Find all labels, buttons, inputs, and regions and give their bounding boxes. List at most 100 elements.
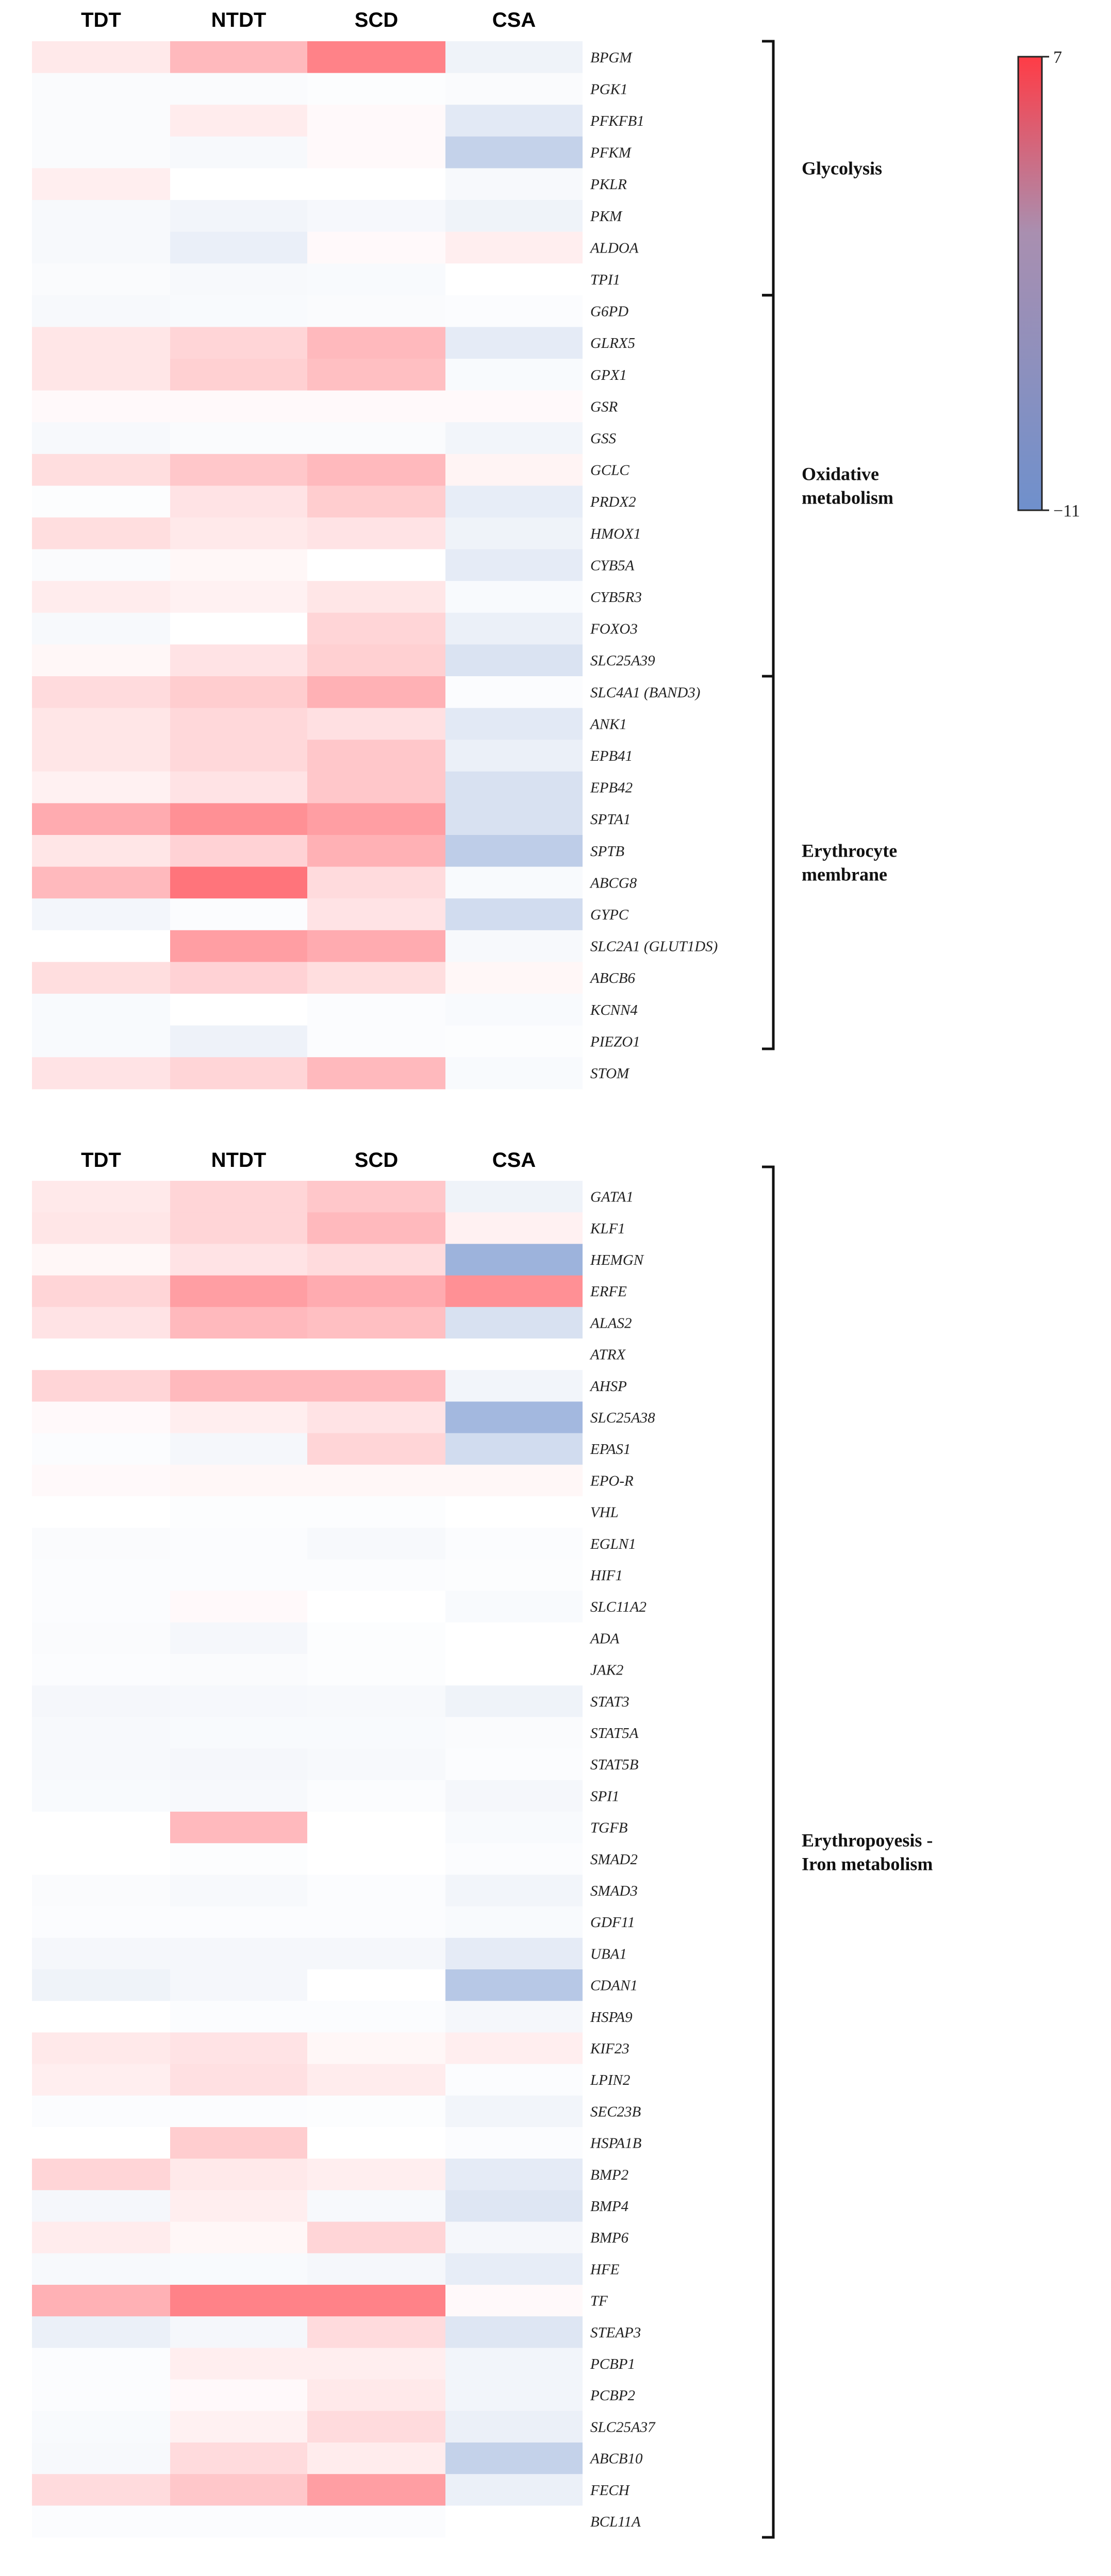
heatmap-cell xyxy=(170,1622,307,1654)
heatmap-cell xyxy=(170,1780,307,1812)
heatmap-cell xyxy=(307,898,445,931)
heatmap-cell xyxy=(445,2064,583,2096)
heatmap-cell xyxy=(32,2095,170,2128)
heatmap-cell xyxy=(170,2253,307,2285)
heatmap-cell xyxy=(445,1685,583,1717)
heatmap-cell xyxy=(307,866,445,899)
heatmap-cell xyxy=(170,105,307,137)
heatmap-cell xyxy=(445,2379,583,2412)
heatmap-cell xyxy=(32,771,170,804)
heatmap-cell xyxy=(307,1433,445,1465)
heatmap-cell xyxy=(307,2001,445,2033)
gene-label: HSPA9 xyxy=(590,2009,633,2026)
legend-colorbar xyxy=(1017,56,1043,511)
gene-label: STAT5B xyxy=(590,1757,639,1773)
heatmap-cell xyxy=(170,1812,307,1844)
column-header-csa: CSA xyxy=(492,9,536,31)
heatmap-cell xyxy=(170,930,307,962)
heatmap-cell xyxy=(170,390,307,423)
heatmap-cell xyxy=(32,2221,170,2254)
heatmap-cell xyxy=(307,994,445,1026)
heatmap-cell xyxy=(32,327,170,359)
heatmap-cell xyxy=(170,2221,307,2254)
heatmap-cell xyxy=(307,1622,445,1654)
heatmap-cell xyxy=(32,1685,170,1717)
heatmap-cell xyxy=(445,676,583,709)
heatmap-cell xyxy=(445,1559,583,1592)
heatmap-cell xyxy=(445,1275,583,1308)
gene-label: GSR xyxy=(590,398,618,415)
group-label: Iron metabolism xyxy=(802,1854,933,1875)
gene-label: GYPC xyxy=(590,907,629,923)
heatmap-cell xyxy=(445,263,583,296)
heatmap-cell xyxy=(170,1464,307,1497)
heatmap-cell xyxy=(32,676,170,709)
heatmap-cell xyxy=(445,866,583,899)
heatmap-cell xyxy=(445,486,583,518)
heatmap-cell xyxy=(445,1843,583,1875)
heatmap-cell xyxy=(32,1780,170,1812)
heatmap-cell xyxy=(307,2095,445,2128)
heatmap-cell xyxy=(170,2316,307,2348)
heatmap-cell xyxy=(445,1622,583,1654)
heatmap-cell xyxy=(32,2474,170,2506)
gene-label: PKLR xyxy=(590,176,627,193)
heatmap-cell xyxy=(32,612,170,645)
gene-label: BMP4 xyxy=(590,2198,628,2215)
heatmap-cell xyxy=(445,898,583,931)
heatmap-cell xyxy=(307,2127,445,2159)
heatmap-cell xyxy=(307,73,445,105)
heatmap-cell xyxy=(445,1748,583,1781)
heatmap-cell xyxy=(170,1685,307,1717)
heatmap-cell xyxy=(170,1275,307,1308)
group-bracket xyxy=(762,675,775,1050)
heatmap-cell xyxy=(32,517,170,550)
heatmap-cell xyxy=(445,231,583,264)
gene-label: PCBP2 xyxy=(590,2387,635,2404)
heatmap-cell xyxy=(170,41,307,74)
heatmap-cell xyxy=(445,2285,583,2317)
gene-label: VHL xyxy=(590,1504,619,1521)
gene-label: SLC25A39 xyxy=(590,653,655,669)
gene-label: PFKM xyxy=(590,145,632,161)
heatmap-cell xyxy=(445,1496,583,1528)
heatmap-cell xyxy=(32,1906,170,1938)
heatmap-cell xyxy=(307,263,445,296)
heatmap-cell xyxy=(445,1025,583,1058)
heatmap-cell xyxy=(170,2285,307,2317)
heatmap-cell xyxy=(32,994,170,1026)
gene-label: SLC25A37 xyxy=(590,2419,656,2435)
heatmap-cell xyxy=(170,1843,307,1875)
gene-label: GCLC xyxy=(590,462,629,479)
heatmap-cell xyxy=(170,898,307,931)
heatmap-cell xyxy=(307,1212,445,1244)
heatmap-cell xyxy=(170,994,307,1026)
heatmap-cell xyxy=(307,105,445,137)
heatmap-cell xyxy=(32,1433,170,1465)
heatmap-cell xyxy=(445,1875,583,1907)
gene-label: PRDX2 xyxy=(590,494,636,510)
heatmap-cell xyxy=(170,1057,307,1090)
heatmap-cell xyxy=(307,1275,445,1308)
heatmap-cell xyxy=(445,835,583,867)
heatmap-cell xyxy=(170,1748,307,1781)
heatmap-cell xyxy=(307,2285,445,2317)
heatmap-cell xyxy=(307,2159,445,2190)
gene-label: CDAN1 xyxy=(590,1978,638,1994)
gene-label: GPX1 xyxy=(590,367,627,383)
heatmap-cell xyxy=(32,486,170,518)
heatmap-cell xyxy=(170,1528,307,1560)
heatmap-cell xyxy=(445,771,583,804)
heatmap-cell xyxy=(307,1685,445,1717)
heatmap-cell xyxy=(307,676,445,709)
gene-label: SPTB xyxy=(590,843,624,860)
heatmap-cell xyxy=(170,295,307,327)
heatmap-cell xyxy=(170,422,307,455)
group-bracket xyxy=(762,294,775,678)
heatmap-cell xyxy=(307,1875,445,1907)
column-header-tdt: TDT xyxy=(81,1149,121,1172)
heatmap-cell xyxy=(307,231,445,264)
heatmap-cell xyxy=(170,771,307,804)
heatmap-cell xyxy=(445,549,583,581)
gene-label: PCBP1 xyxy=(590,2356,635,2372)
